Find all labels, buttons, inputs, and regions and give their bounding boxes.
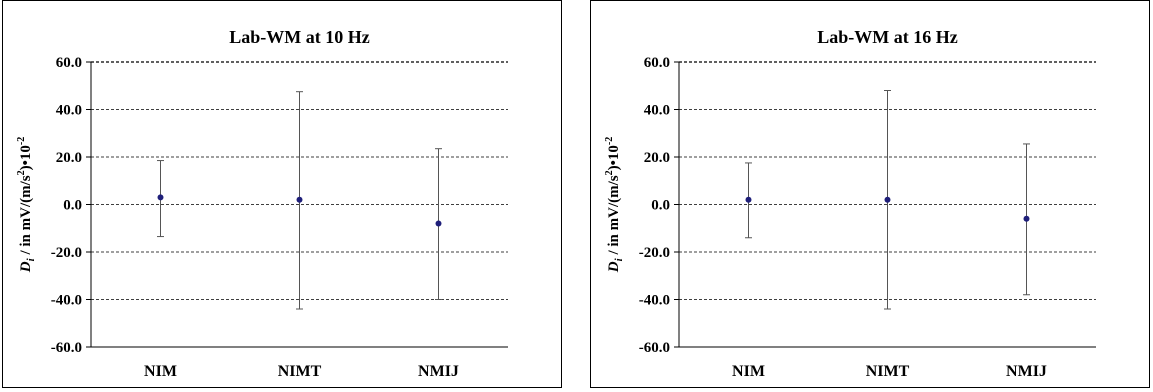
y-tick-label: 20.0 bbox=[644, 150, 670, 166]
y-label-symbol: D bbox=[606, 261, 622, 273]
chart-svg-10hz: Lab-WM at 10 Hz 60.0 40.0 20.0 0.0 -20.0 -40.0… bbox=[16, 27, 508, 380]
y-label-symbol: D bbox=[18, 261, 34, 273]
y-tick-label: 0.0 bbox=[651, 198, 670, 214]
y-label-exponent: -2 bbox=[604, 137, 615, 145]
y-tick-label: -20.0 bbox=[639, 245, 670, 261]
y-axis-label: Di / in mV/(m/s2)•10-2 bbox=[16, 137, 37, 273]
y-label-exponent: -2 bbox=[16, 137, 27, 145]
x-category-label: NIMT bbox=[866, 363, 910, 380]
y-label-unit-2: )•10 bbox=[18, 145, 34, 170]
y-label-superscript: 2 bbox=[604, 170, 615, 175]
chart-panel-10hz: Lab-WM at 10 Hz 60.0 40.0 20.0 0.0 -20.0 -40.0… bbox=[2, 0, 562, 388]
y-tick-label: 20.0 bbox=[56, 150, 82, 166]
y-tick-label: -60.0 bbox=[639, 340, 670, 356]
data-point-nimt bbox=[296, 196, 303, 203]
y-tick-label: -60.0 bbox=[51, 340, 82, 356]
y-tick-label: -40.0 bbox=[51, 293, 82, 309]
y-axis-label: Di / in mV/(m/s2)•10-2 bbox=[604, 137, 625, 273]
y-tick-label: 60.0 bbox=[644, 55, 670, 71]
data-point-nim bbox=[745, 196, 752, 203]
x-category-label: NIMT bbox=[278, 363, 322, 380]
x-category-label: NIM bbox=[144, 363, 177, 380]
chart-panel-16hz: Lab-WM at 16 Hz 60.0 40.0 20.0 0.0 -20.0 -40.0… bbox=[590, 0, 1150, 388]
data-point-nim bbox=[157, 194, 164, 201]
y-label-unit: / in mV/(m/s bbox=[18, 175, 34, 258]
y-tick-label: 40.0 bbox=[56, 103, 82, 119]
y-label-unit: / in mV/(m/s bbox=[606, 175, 622, 258]
chart-svg-16hz: Lab-WM at 16 Hz 60.0 40.0 20.0 0.0 -20.0 -40.0… bbox=[604, 27, 1096, 380]
data-point-nimt bbox=[884, 196, 891, 203]
y-tick-label: 0.0 bbox=[63, 198, 82, 214]
y-label-subscript: i bbox=[25, 257, 37, 261]
data-point-nmij bbox=[435, 220, 442, 227]
y-label-superscript: 2 bbox=[16, 170, 27, 175]
y-tick-label: 40.0 bbox=[644, 103, 670, 119]
x-category-label: NIM bbox=[732, 363, 765, 380]
y-label-subscript: i bbox=[613, 257, 625, 261]
data-point-nmij bbox=[1023, 215, 1030, 222]
y-tick-label: -20.0 bbox=[51, 245, 82, 261]
y-tick-label: 60.0 bbox=[56, 55, 82, 71]
chart-title: Lab-WM at 16 Hz bbox=[817, 27, 957, 47]
x-category-label: NMIJ bbox=[1006, 363, 1047, 380]
chart-title: Lab-WM at 10 Hz bbox=[229, 27, 369, 47]
y-label-unit-2: )•10 bbox=[606, 145, 622, 170]
x-category-label: NMIJ bbox=[418, 363, 459, 380]
y-tick-label: -40.0 bbox=[639, 293, 670, 309]
